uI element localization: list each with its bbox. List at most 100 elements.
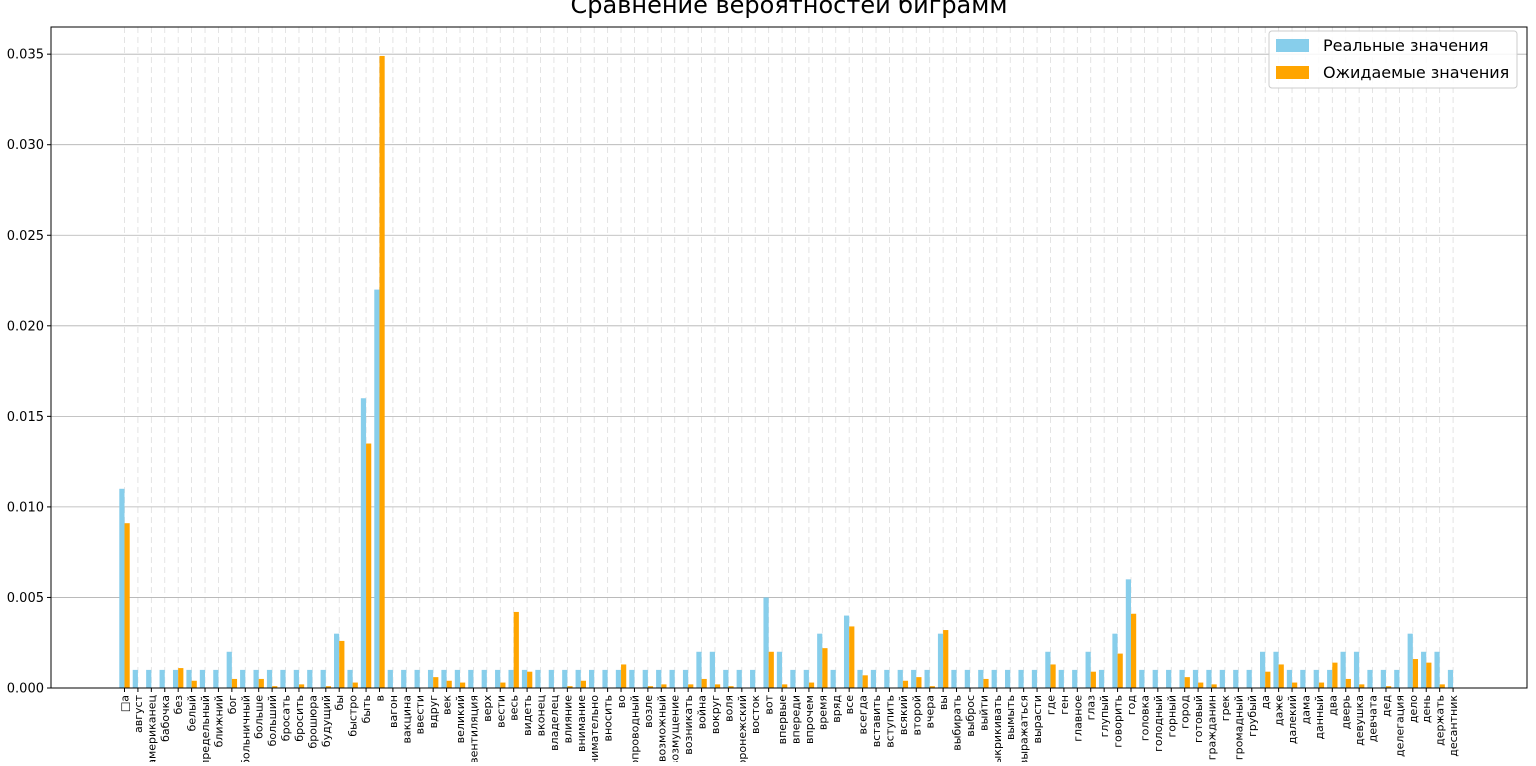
bar-expected [701, 678, 707, 688]
x-tick-label: ввести [414, 695, 427, 734]
bar-real [1313, 669, 1319, 688]
x-tick-label: больше [253, 695, 266, 739]
bar-real [199, 669, 206, 688]
bar-real [991, 669, 997, 688]
bar-real [320, 669, 326, 688]
bar-real [454, 669, 460, 688]
y-tick-label: 0.010 [7, 500, 44, 515]
bar-real [803, 669, 809, 688]
x-tick-label: вести [494, 695, 507, 728]
x-tick-label: впрочем [803, 695, 816, 744]
bar-real [1327, 669, 1333, 688]
bar-real [776, 651, 783, 688]
bar-real [240, 669, 246, 688]
bar-real [615, 669, 622, 688]
x-tick-label: головка [1138, 695, 1151, 741]
bar-real [1206, 669, 1212, 688]
bar-real [562, 669, 568, 688]
x-tick-label: вокруг [709, 695, 722, 734]
x-tick-label: грек [1219, 695, 1232, 722]
bar-real [1447, 669, 1454, 688]
x-tick-label: быстро [347, 695, 360, 737]
bar-expected [822, 648, 828, 688]
y-tick-label: 0.020 [7, 319, 44, 334]
x-tick-label: ген [1058, 695, 1071, 715]
x-tick-label: выброс [964, 695, 977, 737]
bar-real [843, 615, 850, 688]
bar-expected [1050, 664, 1056, 688]
x-tick-label: громадный [1232, 695, 1245, 760]
bar-real [427, 669, 434, 688]
x-tick-label: беспредельный [199, 695, 212, 762]
y-tick-label: 0.000 [7, 682, 44, 697]
bar-real [186, 669, 192, 688]
bar-real [830, 669, 836, 688]
bar-expected [1278, 664, 1284, 688]
x-tick-label: все [843, 695, 856, 715]
bar-real [307, 669, 313, 688]
bar-real [857, 669, 863, 688]
y-tick-label: 0.035 [7, 48, 44, 63]
x-tick-label: глаз [1085, 695, 1098, 721]
x-tick-label: десантник [1447, 695, 1460, 757]
x-tick-label: день [1420, 695, 1433, 723]
bar-expected [567, 686, 573, 688]
bar-expected [513, 611, 519, 688]
bar-real [481, 669, 487, 688]
y-grid [51, 53, 1527, 598]
bar-expected [983, 678, 989, 688]
bar-expected [1345, 678, 1351, 688]
bar-real [1125, 579, 1131, 688]
x-tick-label: девчата [1367, 695, 1380, 742]
x-tick-label: да [1259, 695, 1272, 709]
x-tick-label: возникать [682, 695, 695, 755]
x-tick-label: город [1179, 695, 1192, 729]
bar-real [280, 669, 286, 688]
bar-expected [231, 678, 238, 688]
x-tick-label: вы [937, 695, 950, 710]
bar-real [159, 669, 165, 688]
bar-real [226, 651, 232, 688]
bar-real [884, 669, 890, 688]
x-tick-label: вырасти [1031, 695, 1044, 744]
x-tick-label: всегда [857, 695, 870, 734]
bar-expected [527, 671, 533, 688]
x-tick-label: даже [1273, 695, 1286, 726]
bar-real [521, 669, 528, 688]
x-tick-label: видеть [521, 695, 534, 736]
bar-real [508, 669, 514, 688]
x-tick-label: выбирать [951, 695, 964, 751]
x-tick-label: вчера [924, 695, 937, 728]
bar-real [1367, 669, 1373, 688]
bar-real [682, 669, 689, 688]
x-tick-label: девушка [1353, 695, 1366, 746]
bar-expected [1090, 671, 1096, 688]
bar-real [548, 669, 554, 688]
x-tick-label: век [441, 695, 454, 715]
x-tick-label: больший [266, 695, 279, 746]
bar-expected [379, 55, 385, 688]
x-tick-label: грубый [1246, 695, 1259, 737]
x-tick-label: ближний [212, 695, 225, 747]
x-tick-label: без [172, 695, 185, 715]
bar-real [334, 633, 340, 688]
bar-expected [688, 684, 694, 688]
bar-expected [178, 668, 184, 688]
bar-expected [621, 664, 627, 688]
bar-real [790, 669, 796, 688]
x-tick-label: белый [186, 695, 199, 731]
bar-real [642, 669, 648, 688]
bar-expected [1359, 684, 1365, 688]
bar-expected [298, 684, 305, 688]
x-tick-label: горный [1165, 695, 1178, 738]
plot-frame [50, 26, 1528, 689]
x-tick-label: воронежский [736, 695, 749, 762]
bar-real [924, 669, 930, 688]
bar-real [589, 669, 595, 688]
legend-label-expected: Ожидаемые значения [1323, 63, 1509, 82]
x-tick-label: бы [333, 695, 346, 710]
x-tick-label: держать [1434, 695, 1447, 746]
x-tick-label: влияние [561, 695, 574, 744]
bar-real [696, 651, 702, 688]
